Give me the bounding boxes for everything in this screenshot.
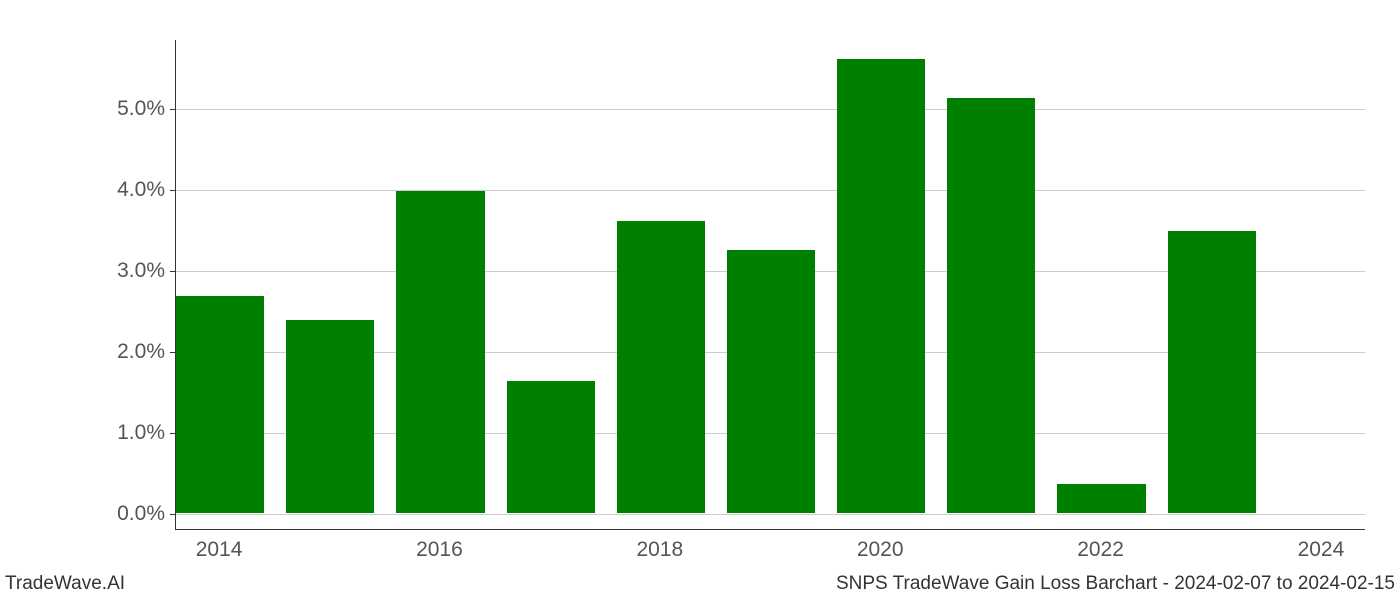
x-tick-label: 2022	[1077, 538, 1124, 562]
bar	[1057, 484, 1145, 512]
y-tick-label: 0.0%	[105, 502, 165, 526]
bar	[1168, 231, 1256, 513]
chart-container: 0.0% 1.0% 2.0% 3.0% 4.0% 5.0% 2014 2016 2018 202…	[0, 0, 1400, 600]
bar	[727, 250, 815, 513]
y-tick-mark	[170, 109, 175, 111]
gridline	[176, 109, 1365, 110]
plot-area	[175, 40, 1365, 530]
y-tick-mark	[170, 514, 175, 516]
x-tick-label: 2024	[1298, 538, 1345, 562]
y-tick-mark	[170, 271, 175, 273]
y-tick-label: 3.0%	[105, 259, 165, 283]
gridline	[176, 190, 1365, 191]
y-tick-label: 1.0%	[105, 421, 165, 445]
x-tick-label: 2014	[196, 538, 243, 562]
x-tick-label: 2016	[416, 538, 463, 562]
bar	[286, 320, 374, 513]
y-tick-mark	[170, 433, 175, 435]
y-tick-label: 2.0%	[105, 340, 165, 364]
bar	[617, 221, 705, 513]
bar	[176, 296, 264, 513]
footer-right-text: SNPS TradeWave Gain Loss Barchart - 2024…	[836, 573, 1395, 595]
bar	[396, 191, 484, 513]
footer-left-text: TradeWave.AI	[5, 573, 125, 595]
bar	[507, 381, 595, 513]
y-tick-mark	[170, 352, 175, 354]
bar	[837, 59, 925, 513]
x-tick-label: 2018	[636, 538, 683, 562]
bar	[947, 98, 1035, 513]
x-tick-label: 2020	[857, 538, 904, 562]
y-tick-mark	[170, 190, 175, 192]
y-tick-label: 5.0%	[105, 97, 165, 121]
gridline	[176, 514, 1365, 515]
y-tick-label: 4.0%	[105, 178, 165, 202]
